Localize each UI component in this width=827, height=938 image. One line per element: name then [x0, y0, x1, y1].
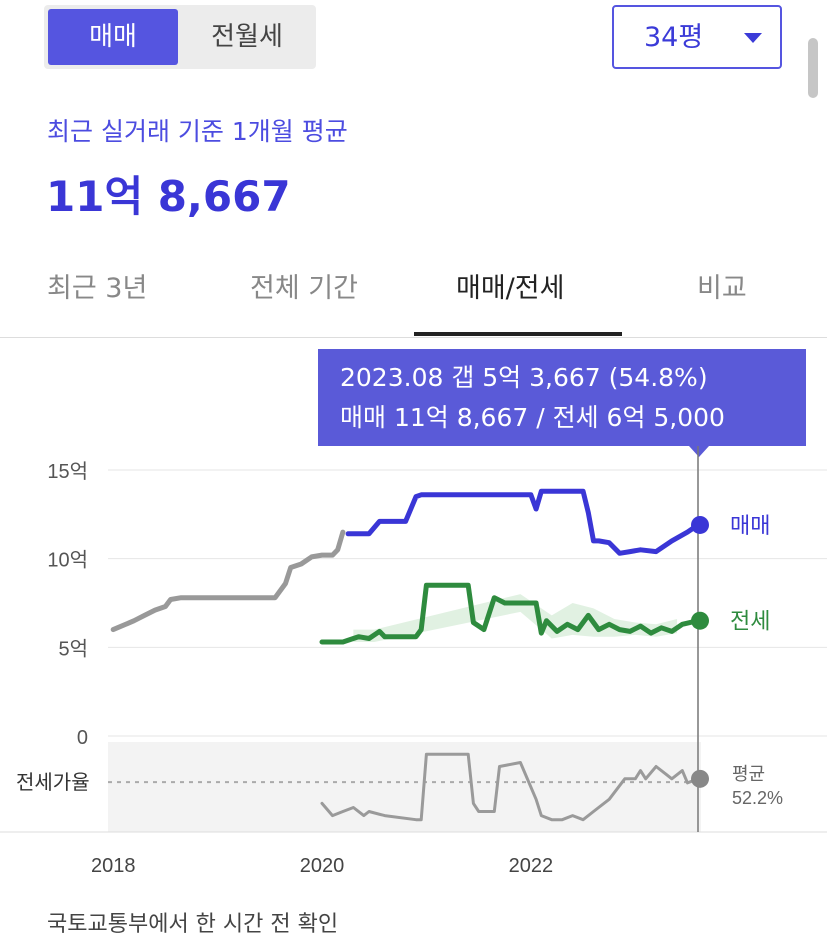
jeonse-toggle-button[interactable]: 전월세	[211, 22, 283, 52]
jeonse-line	[319, 582, 701, 645]
sale-line	[345, 488, 701, 556]
x-tick-label: 2018	[91, 855, 136, 877]
jeonse-end-point	[691, 611, 709, 630]
tab-compare[interactable]: 비교	[697, 273, 747, 304]
ratio-average-label: 평균	[732, 764, 765, 784]
average-price: 11억 8,667	[46, 172, 291, 221]
size-select-value: 34평	[644, 22, 704, 53]
tab-sale-jeonse[interactable]: 매매/전세	[456, 273, 565, 304]
scrollbar-thumb[interactable]	[808, 38, 818, 98]
y-tick-label: 10억	[47, 549, 88, 572]
x-tick-label: 2020	[300, 855, 345, 877]
size-select[interactable]: 34평	[612, 5, 782, 69]
price-subtitle: 최근 실거래 기준 1개월 평균	[47, 117, 348, 146]
ratio-line	[320, 752, 700, 822]
active-tab-indicator	[414, 332, 622, 336]
y-tick-label: 5억	[58, 637, 88, 660]
data-source-note: 국토교통부에서 한 시간 전 확인	[47, 912, 339, 937]
period-tabs: 최근 3년 전체 기간 매매/전세 비교	[0, 250, 827, 338]
ratio-average-value: 52.2%	[732, 788, 783, 808]
tab-recent-3y[interactable]: 최근 3년	[47, 273, 148, 304]
x-tick-label: 2022	[509, 855, 554, 877]
ratio-end-point	[691, 769, 709, 788]
sale-past-line	[110, 529, 346, 633]
sale-toggle-button[interactable]: 매매	[48, 9, 178, 65]
chevron-down-icon	[744, 33, 762, 43]
sale-series-label: 매매	[730, 513, 770, 538]
tab-all-period[interactable]: 전체 기간	[250, 273, 358, 304]
sale-end-point	[691, 515, 709, 534]
y-tick-label: 15억	[47, 460, 88, 483]
trade-type-toggle: 매매 전월세	[44, 5, 316, 69]
tooltip-line-prices: 매매 11억 8,667 / 전세 6억 5,000	[340, 403, 725, 432]
ratio-axis-label: 전세가율	[16, 771, 90, 794]
y-tick-label: 0	[77, 727, 88, 749]
tooltip-line-gap: 2023.08 갭 5억 3,667 (54.8%)	[340, 363, 708, 392]
jeonse-series-label: 전세	[730, 609, 770, 634]
chart-tooltip: 2023.08 갭 5억 3,667 (54.8%) 매매 11억 8,667 …	[318, 349, 806, 457]
